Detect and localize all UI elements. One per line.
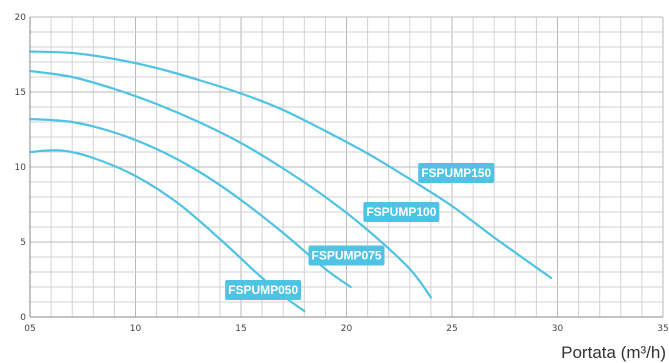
series-label-box — [308, 245, 385, 266]
x-tick-label: 05 — [24, 324, 35, 334]
y-tick-label: 10 — [15, 163, 27, 173]
series-label: FSPUMP150 — [421, 166, 491, 180]
x-axis-title: Portata (m³/h) — [561, 343, 666, 362]
y-tick-label: 0 — [20, 313, 26, 323]
x-tick-label: 10 — [130, 324, 142, 334]
series-label-box — [225, 280, 302, 300]
series-labels: FSPUMP050 FSPUMP075 FSPUMP100 FSPUMP150 — [225, 163, 495, 300]
grid — [29, 16, 664, 318]
x-tick-label: 25 — [446, 324, 457, 334]
x-tick-label: 30 — [552, 324, 564, 334]
series-label-box — [418, 163, 495, 183]
y-tick-label: 15 — [15, 88, 26, 98]
series-label: FSPUMP075 — [311, 249, 381, 263]
x-tick-label: 35 — [657, 324, 668, 334]
series-line-fspump150 — [28, 50, 553, 280]
y-tick-label: 20 — [15, 13, 27, 23]
y-tick-label: 5 — [20, 238, 26, 248]
series-group — [28, 50, 553, 313]
series-label: FSPUMP050 — [228, 283, 298, 297]
series-line-fspump100 — [28, 69, 432, 299]
x-tick-label: 15 — [235, 324, 246, 334]
series-label: FSPUMP100 — [366, 205, 436, 219]
series-label-box — [363, 202, 440, 222]
series-line-fspump075 — [28, 117, 352, 289]
x-tick-label: 20 — [341, 324, 353, 334]
